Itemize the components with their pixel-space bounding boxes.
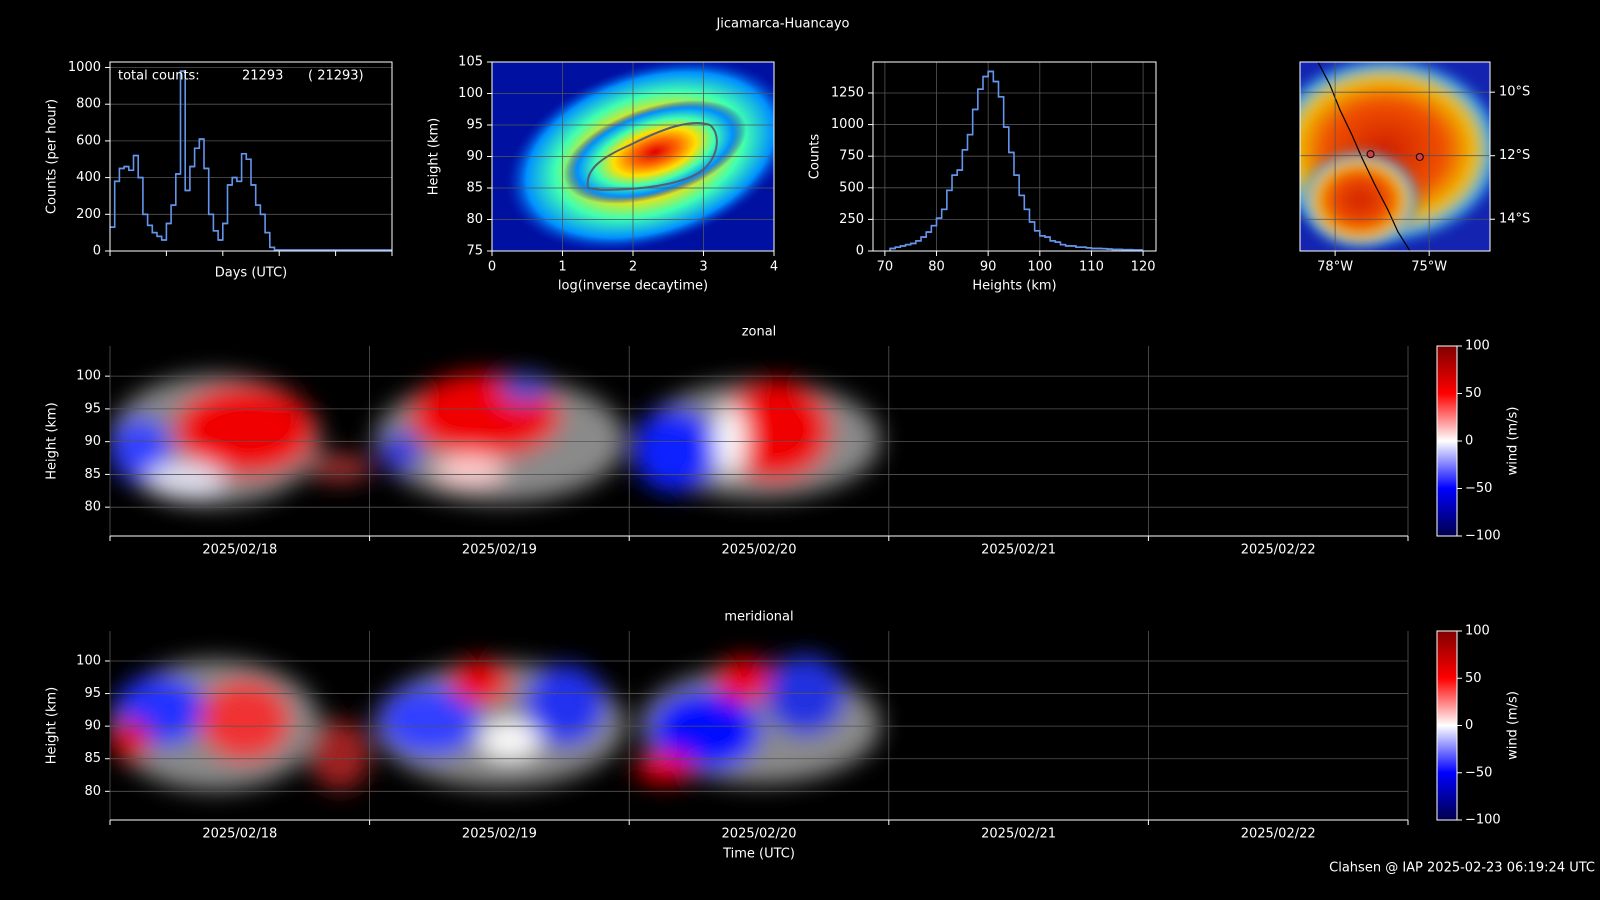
plot-frame: [491, 61, 775, 252]
y-tick-label: 85: [84, 467, 101, 482]
hist-outline: [889, 70, 1144, 251]
y-tick-label: 80: [84, 784, 101, 799]
colorbar-tick-label: −100: [1465, 529, 1501, 544]
annotation: ( 21293): [308, 69, 364, 84]
x-tick-label: 100: [1027, 260, 1052, 275]
y-axis-label: Counts: [808, 134, 823, 180]
panel-title: meridional: [724, 610, 793, 625]
y-tick-label: 100: [76, 369, 101, 384]
y-tick-label: 95: [466, 118, 483, 133]
x-tick-label: 110: [1079, 260, 1104, 275]
x-tick-label: 2025/02/20: [722, 543, 797, 558]
x-axis-label: Time (UTC): [722, 847, 795, 862]
colorbar-label: wind (m/s): [1506, 691, 1521, 760]
y-tick-label: 0: [93, 244, 101, 259]
annotation: 21293: [242, 69, 283, 84]
y-tick-label: 1000: [831, 117, 864, 132]
plot-frame: [109, 61, 393, 252]
y-axis-label: Height (km): [45, 402, 60, 479]
y-axis-label: Height (km): [427, 118, 442, 195]
zonal-image: [110, 373, 880, 505]
y-tick-label: 90: [84, 434, 101, 449]
colorbar-tick-label: 50: [1465, 386, 1482, 401]
density-image: [492, 62, 774, 251]
x-tick-label: 2025/02/19: [462, 827, 537, 842]
x-tick-label: 2025/02/22: [1241, 543, 1316, 558]
x-tick-label: 2: [629, 260, 637, 275]
y-tick-label: 75: [466, 244, 483, 259]
colorbar: [1436, 345, 1458, 537]
colorbar-tick-label: 0: [1465, 718, 1473, 733]
y-tick-label: 80: [84, 500, 101, 515]
colorbar-tick-label: 0: [1465, 434, 1473, 449]
x-axis-label: Days (UTC): [215, 266, 288, 281]
y-tick-label: 14°S: [1499, 212, 1530, 227]
y-tick-label: 500: [839, 180, 864, 195]
colorbar-tick-label: −50: [1465, 481, 1492, 496]
x-tick-label: 90: [980, 260, 997, 275]
station: [1366, 150, 1375, 159]
y-tick-label: 0: [856, 244, 864, 259]
y-tick-label: 200: [76, 207, 101, 222]
y-tick-label: 250: [839, 212, 864, 227]
x-tick-label: 2025/02/21: [981, 543, 1056, 558]
x-tick-label: 2025/02/18: [202, 827, 277, 842]
plot-frame: [1299, 61, 1491, 252]
x-axis-label: log(inverse decaytime): [558, 279, 708, 294]
colorbar-tick-label: 100: [1465, 339, 1490, 354]
map-image: [1300, 62, 1490, 251]
y-tick-label: 100: [458, 86, 483, 101]
colorbar: [1436, 630, 1458, 821]
main-title: Jicamarca-Huancayo: [715, 17, 849, 32]
step-outline: [110, 70, 392, 251]
x-tick-label: 0: [488, 260, 496, 275]
x-tick-label: 2025/02/20: [722, 827, 797, 842]
y-tick-label: 105: [458, 55, 483, 70]
y-tick-label: 10°S: [1499, 85, 1530, 100]
y-tick-label: 90: [84, 719, 101, 734]
y-tick-label: 100: [76, 653, 101, 668]
x-tick-label: 2025/02/21: [981, 827, 1056, 842]
colorbar-tick-label: −50: [1465, 765, 1492, 780]
colorbar-tick-label: −100: [1465, 813, 1501, 828]
y-tick-label: 80: [466, 212, 483, 227]
station: [1415, 152, 1424, 161]
x-tick-label: 3: [699, 260, 707, 275]
x-tick-label: 78°W: [1317, 260, 1353, 275]
y-tick-label: 800: [76, 97, 101, 112]
y-tick-label: 85: [466, 181, 483, 196]
panel-title: zonal: [742, 325, 777, 340]
y-tick-label: 600: [76, 133, 101, 148]
colorbar-tick-label: 100: [1465, 624, 1490, 639]
plot-frame: [872, 61, 1157, 252]
x-tick-label: 4: [770, 260, 778, 275]
x-axis-label: Heights (km): [972, 279, 1056, 294]
y-tick-label: 90: [466, 149, 483, 164]
y-tick-label: 95: [84, 401, 101, 416]
colorbar-tick-label: 50: [1465, 671, 1482, 686]
x-tick-label: 1: [558, 260, 566, 275]
y-tick-label: 400: [76, 170, 101, 185]
y-tick-label: 1000: [68, 60, 101, 75]
y-axis-label: Counts (per hour): [45, 99, 60, 214]
x-tick-label: 2025/02/18: [202, 543, 277, 558]
x-tick-label: 75°W: [1411, 260, 1447, 275]
x-tick-label: 80: [928, 260, 945, 275]
y-tick-label: 750: [839, 149, 864, 164]
y-tick-label: 85: [84, 751, 101, 766]
x-tick-label: 120: [1131, 260, 1156, 275]
x-tick-label: 2025/02/22: [1241, 827, 1316, 842]
y-tick-label: 1250: [831, 85, 864, 100]
y-tick-label: 95: [84, 686, 101, 701]
y-tick-label: 12°S: [1499, 148, 1530, 163]
x-tick-label: 70: [877, 260, 894, 275]
footer: Clahsen @ IAP 2025-02-23 06:19:24 UTC: [1329, 861, 1595, 876]
colorbar-label: wind (m/s): [1506, 407, 1521, 476]
meridional-image: [110, 655, 880, 790]
y-axis-label: Height (km): [45, 687, 60, 764]
annotation: total counts:: [118, 69, 200, 84]
x-tick-label: 2025/02/19: [462, 543, 537, 558]
